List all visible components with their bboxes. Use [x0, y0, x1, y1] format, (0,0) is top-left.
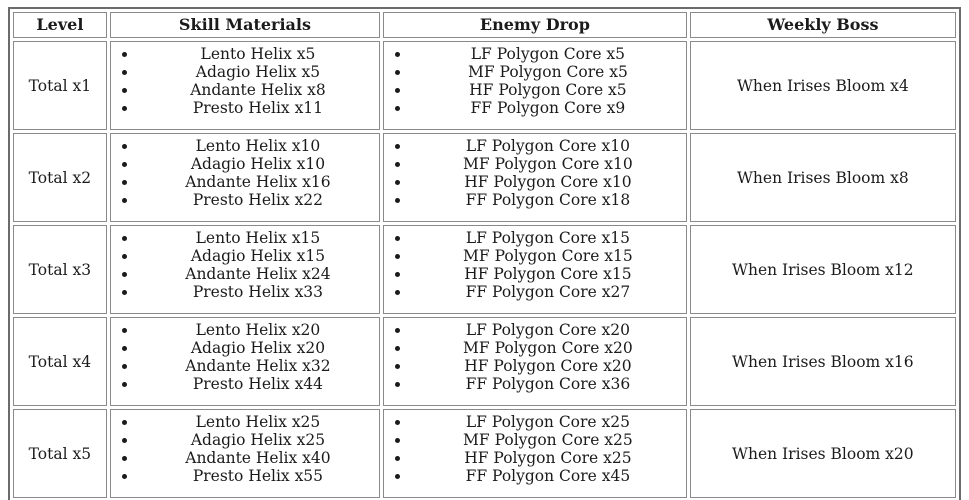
list-item: Andante Helix x16 — [138, 173, 378, 191]
list-item: MF Polygon Core x5 — [411, 63, 685, 81]
header-weekly-boss: Weekly Boss — [689, 12, 956, 38]
list-item: MF Polygon Core x15 — [411, 247, 685, 265]
header-skill-materials: Skill Materials — [109, 12, 381, 38]
skill-materials-list: Lento Helix x5Adagio Helix x5Andante Hel… — [112, 45, 378, 117]
list-item: HF Polygon Core x20 — [411, 357, 685, 375]
list-item: LF Polygon Core x10 — [411, 137, 685, 155]
list-item: Adagio Helix x25 — [138, 431, 378, 449]
table-row: Total x1Lento Helix x5Adagio Helix x5And… — [13, 41, 956, 130]
enemy-drop-cell: LF Polygon Core x5MF Polygon Core x5HF P… — [383, 41, 687, 130]
list-item: HF Polygon Core x10 — [411, 173, 685, 191]
weekly-boss-cell: When Irises Bloom x20 — [689, 409, 956, 498]
list-item: Presto Helix x11 — [138, 99, 378, 117]
list-item: FF Polygon Core x18 — [411, 191, 685, 209]
header-row: Level Skill Materials Enemy Drop Weekly … — [13, 12, 956, 38]
enemy-drop-list: LF Polygon Core x10MF Polygon Core x10HF… — [385, 137, 685, 209]
list-item: Lento Helix x5 — [138, 45, 378, 63]
list-item: MF Polygon Core x25 — [411, 431, 685, 449]
list-item: Lento Helix x15 — [138, 229, 378, 247]
materials-table: Level Skill Materials Enemy Drop Weekly … — [8, 7, 961, 500]
enemy-drop-list: LF Polygon Core x25MF Polygon Core x25HF… — [385, 413, 685, 485]
list-item: HF Polygon Core x25 — [411, 449, 685, 467]
enemy-drop-list: LF Polygon Core x20MF Polygon Core x20HF… — [385, 321, 685, 393]
skill-materials-list: Lento Helix x15Adagio Helix x15Andante H… — [112, 229, 378, 301]
level-cell: Total x5 — [13, 409, 107, 498]
enemy-drop-list: LF Polygon Core x15MF Polygon Core x15HF… — [385, 229, 685, 301]
weekly-boss-cell: When Irises Bloom x8 — [689, 133, 956, 222]
skill-materials-cell: Lento Helix x20Adagio Helix x20Andante H… — [109, 317, 381, 406]
enemy-drop-cell: LF Polygon Core x20MF Polygon Core x20HF… — [383, 317, 687, 406]
list-item: LF Polygon Core x25 — [411, 413, 685, 431]
list-item: Adagio Helix x5 — [138, 63, 378, 81]
list-item: MF Polygon Core x20 — [411, 339, 685, 357]
enemy-drop-cell: LF Polygon Core x15MF Polygon Core x15HF… — [383, 225, 687, 314]
list-item: Adagio Helix x20 — [138, 339, 378, 357]
list-item: Andante Helix x32 — [138, 357, 378, 375]
list-item: Adagio Helix x10 — [138, 155, 378, 173]
list-item: HF Polygon Core x5 — [411, 81, 685, 99]
level-cell: Total x4 — [13, 317, 107, 406]
list-item: FF Polygon Core x45 — [411, 467, 685, 485]
list-item: Presto Helix x55 — [138, 467, 378, 485]
weekly-boss-cell: When Irises Bloom x12 — [689, 225, 956, 314]
skill-materials-list: Lento Helix x20Adagio Helix x20Andante H… — [112, 321, 378, 393]
list-item: Presto Helix x22 — [138, 191, 378, 209]
enemy-drop-list: LF Polygon Core x5MF Polygon Core x5HF P… — [385, 45, 685, 117]
skill-materials-cell: Lento Helix x5Adagio Helix x5Andante Hel… — [109, 41, 381, 130]
table-row: Total x3Lento Helix x15Adagio Helix x15A… — [13, 225, 956, 314]
level-cell: Total x3 — [13, 225, 107, 314]
list-item: MF Polygon Core x10 — [411, 155, 685, 173]
header-enemy-drop: Enemy Drop — [383, 12, 687, 38]
table-body: Total x1Lento Helix x5Adagio Helix x5And… — [13, 41, 956, 498]
weekly-boss-cell: When Irises Bloom x4 — [689, 41, 956, 130]
list-item: Lento Helix x25 — [138, 413, 378, 431]
list-item: FF Polygon Core x27 — [411, 283, 685, 301]
list-item: Presto Helix x44 — [138, 375, 378, 393]
list-item: Andante Helix x24 — [138, 265, 378, 283]
list-item: FF Polygon Core x9 — [411, 99, 685, 117]
list-item: Andante Helix x40 — [138, 449, 378, 467]
list-item: Andante Helix x8 — [138, 81, 378, 99]
table-row: Total x4Lento Helix x20Adagio Helix x20A… — [13, 317, 956, 406]
list-item: FF Polygon Core x36 — [411, 375, 685, 393]
skill-materials-cell: Lento Helix x15Adagio Helix x15Andante H… — [109, 225, 381, 314]
list-item: Lento Helix x20 — [138, 321, 378, 339]
header-level: Level — [13, 12, 107, 38]
list-item: HF Polygon Core x15 — [411, 265, 685, 283]
enemy-drop-cell: LF Polygon Core x10MF Polygon Core x10HF… — [383, 133, 687, 222]
list-item: LF Polygon Core x15 — [411, 229, 685, 247]
list-item: Presto Helix x33 — [138, 283, 378, 301]
enemy-drop-cell: LF Polygon Core x25MF Polygon Core x25HF… — [383, 409, 687, 498]
level-cell: Total x2 — [13, 133, 107, 222]
list-item: LF Polygon Core x5 — [411, 45, 685, 63]
skill-materials-cell: Lento Helix x25Adagio Helix x25Andante H… — [109, 409, 381, 498]
level-cell: Total x1 — [13, 41, 107, 130]
skill-materials-list: Lento Helix x25Adagio Helix x25Andante H… — [112, 413, 378, 485]
list-item: Adagio Helix x15 — [138, 247, 378, 265]
list-item: Lento Helix x10 — [138, 137, 378, 155]
list-item: LF Polygon Core x20 — [411, 321, 685, 339]
skill-materials-cell: Lento Helix x10Adagio Helix x10Andante H… — [109, 133, 381, 222]
table-row: Total x2Lento Helix x10Adagio Helix x10A… — [13, 133, 956, 222]
table-row: Total x5Lento Helix x25Adagio Helix x25A… — [13, 409, 956, 498]
weekly-boss-cell: When Irises Bloom x16 — [689, 317, 956, 406]
skill-materials-list: Lento Helix x10Adagio Helix x10Andante H… — [112, 137, 378, 209]
